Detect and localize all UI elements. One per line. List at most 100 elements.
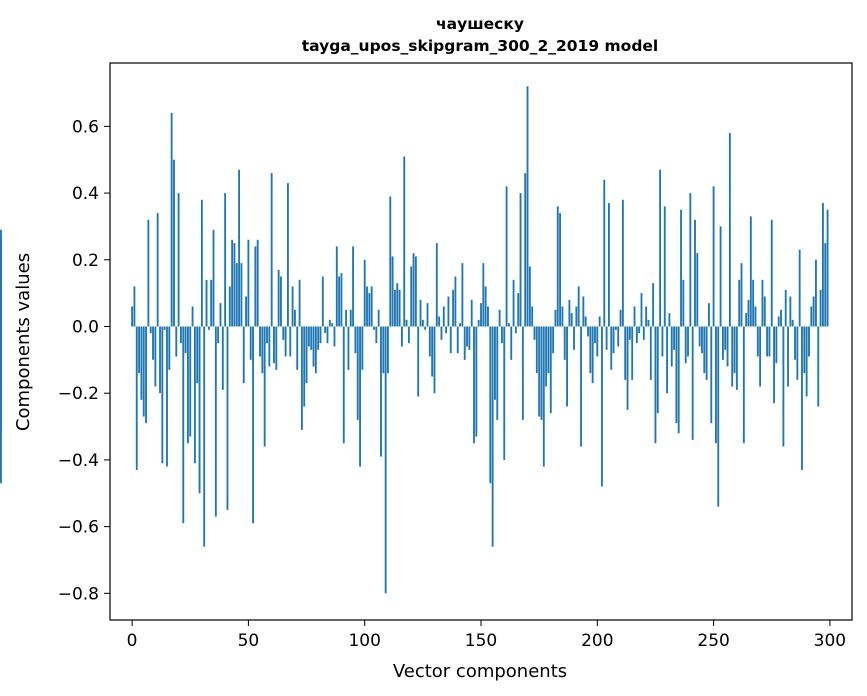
bar xyxy=(501,326,503,344)
bar xyxy=(370,286,373,327)
bar xyxy=(824,243,827,327)
bar xyxy=(542,326,545,467)
bar xyxy=(715,326,717,444)
bar xyxy=(219,303,222,327)
bar xyxy=(773,326,776,404)
bar xyxy=(424,326,427,330)
bars-group xyxy=(0,86,829,594)
bar xyxy=(384,326,387,594)
bar xyxy=(394,289,396,327)
bar xyxy=(789,296,792,327)
bar xyxy=(196,326,199,384)
bar xyxy=(777,316,780,327)
bar xyxy=(428,326,431,357)
bar xyxy=(710,326,713,424)
bar xyxy=(719,226,722,327)
bar xyxy=(312,326,315,367)
bar xyxy=(435,243,438,327)
bar xyxy=(340,273,343,327)
bar xyxy=(540,326,543,420)
bar xyxy=(547,326,550,374)
bar xyxy=(505,186,508,327)
bar xyxy=(649,326,652,380)
bar xyxy=(419,299,422,327)
bar xyxy=(563,326,566,360)
x-tick-label: 300 xyxy=(814,631,846,651)
bar xyxy=(233,243,236,327)
bar xyxy=(680,209,682,327)
bar xyxy=(168,326,171,370)
y-tick-label: 0.6 xyxy=(72,117,99,137)
bar xyxy=(375,326,378,344)
bar xyxy=(621,199,624,327)
bar xyxy=(282,326,285,340)
bar xyxy=(156,213,159,327)
bar xyxy=(591,326,594,384)
bar xyxy=(473,326,475,444)
bar xyxy=(675,326,678,424)
bar xyxy=(442,306,445,327)
bar xyxy=(217,326,220,344)
bar xyxy=(668,313,671,327)
bar xyxy=(635,326,638,344)
bar xyxy=(740,263,743,327)
bar xyxy=(628,326,631,340)
bar xyxy=(577,286,580,327)
bar xyxy=(698,326,701,347)
bar xyxy=(398,289,401,327)
bar xyxy=(212,229,215,327)
bar xyxy=(617,326,620,347)
bar xyxy=(626,326,629,410)
bar xyxy=(166,326,168,467)
y-tick-label: −0.8 xyxy=(58,584,99,604)
bar xyxy=(821,203,824,327)
bar xyxy=(766,326,769,357)
bar xyxy=(142,326,145,417)
bar xyxy=(303,326,306,407)
bar xyxy=(552,326,555,354)
bar xyxy=(163,326,166,330)
bar xyxy=(749,216,752,327)
bar xyxy=(477,319,480,327)
bar xyxy=(791,319,794,327)
bar xyxy=(247,239,250,327)
bar xyxy=(203,326,206,547)
bar xyxy=(354,326,357,354)
plot-frame xyxy=(109,62,853,621)
bar xyxy=(189,326,192,437)
bar xyxy=(514,326,517,334)
bar xyxy=(796,326,799,380)
bar xyxy=(438,316,441,327)
bar xyxy=(614,326,617,330)
bar xyxy=(449,326,452,354)
bar xyxy=(566,326,568,407)
bar xyxy=(817,326,820,407)
bar xyxy=(259,326,261,357)
bar xyxy=(319,326,322,344)
bar xyxy=(180,326,182,344)
chart-subtitle: tayga_upos_skipgram_300_2_2019 model xyxy=(302,37,659,55)
y-tick-label: −0.4 xyxy=(58,451,99,471)
bar xyxy=(745,313,748,327)
bar xyxy=(468,326,471,350)
bar xyxy=(801,326,803,470)
bar xyxy=(624,326,627,380)
bar xyxy=(184,326,187,354)
bar xyxy=(242,326,245,384)
bar xyxy=(191,306,194,327)
bar xyxy=(689,193,692,327)
bar xyxy=(452,289,455,327)
bar xyxy=(538,326,541,417)
bar xyxy=(175,326,178,357)
bar xyxy=(656,326,659,414)
bar xyxy=(647,319,650,327)
bar xyxy=(245,296,247,327)
bar xyxy=(352,246,354,327)
bar xyxy=(296,326,299,370)
bar xyxy=(145,326,147,424)
bar xyxy=(794,326,796,360)
bar xyxy=(601,326,603,487)
bar xyxy=(549,326,552,414)
bar xyxy=(573,326,575,350)
bar xyxy=(226,326,229,510)
